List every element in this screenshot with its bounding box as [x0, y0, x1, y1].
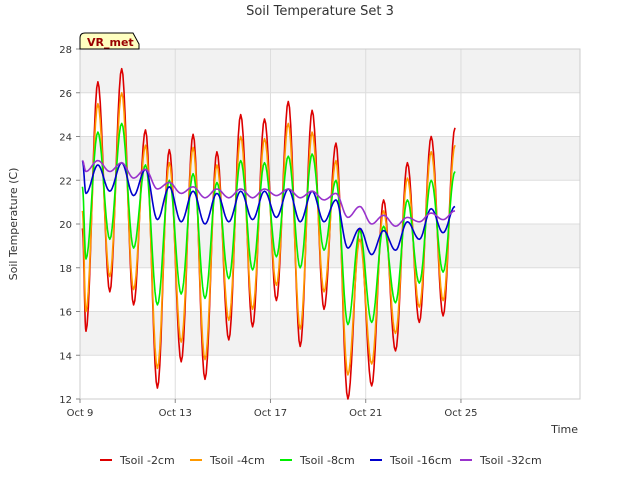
x-axis-label: Time: [550, 423, 578, 436]
badge-shape: [79, 32, 140, 50]
y-axis-label: Soil Temperature (C): [7, 168, 20, 281]
y-tick-label: 20: [59, 220, 72, 231]
legend-label: Tsoil -4cm: [209, 454, 265, 467]
series-line: [81, 160, 456, 256]
y-tick-label: 12: [59, 395, 72, 406]
x-tick-label: Oct 17: [254, 408, 287, 419]
legend: Tsoil -2cm Tsoil -4cm Tsoil -8cm Tsoil -16c…: [100, 454, 542, 467]
series-lines: [81, 67, 456, 400]
x-tick-label: Oct 25: [444, 408, 477, 419]
x-axis: Oct 9 Oct 13 Oct 17 Oct 21 Oct 25: [67, 399, 478, 419]
y-tick-label: 28: [59, 45, 72, 56]
x-tick-label: Oct 9: [67, 408, 94, 419]
legend-label: Tsoil -8cm: [299, 454, 355, 467]
background-band: [80, 92, 580, 137]
badge-text: VR_met: [87, 36, 134, 49]
series-line: [81, 122, 456, 326]
y-tick-label: 24: [59, 133, 72, 144]
legend-label: Tsoil -32cm: [479, 454, 542, 467]
series-line: [81, 159, 456, 227]
background-band: [80, 355, 580, 399]
background-band: [80, 311, 580, 356]
y-tick-label: 22: [59, 176, 72, 187]
y-tick-label: 16: [59, 308, 72, 319]
y-tick-label: 18: [59, 264, 72, 275]
y-tick-label: 14: [59, 351, 72, 362]
x-tick-label: Oct 13: [159, 408, 192, 419]
y-tick-label: 26: [59, 89, 72, 100]
y-axis: 12 14 16 18 20 22 24 26 28: [59, 45, 80, 406]
background-band: [80, 49, 580, 93]
legend-label: Tsoil -2cm: [119, 454, 175, 467]
series-line: [81, 92, 456, 376]
background-band: [80, 136, 580, 181]
chart-title: Soil Temperature Set 3: [246, 4, 394, 19]
x-tick-label: Oct 21: [349, 408, 382, 419]
station-badge: VR_met: [79, 32, 140, 50]
legend-label: Tsoil -16cm: [389, 454, 452, 467]
